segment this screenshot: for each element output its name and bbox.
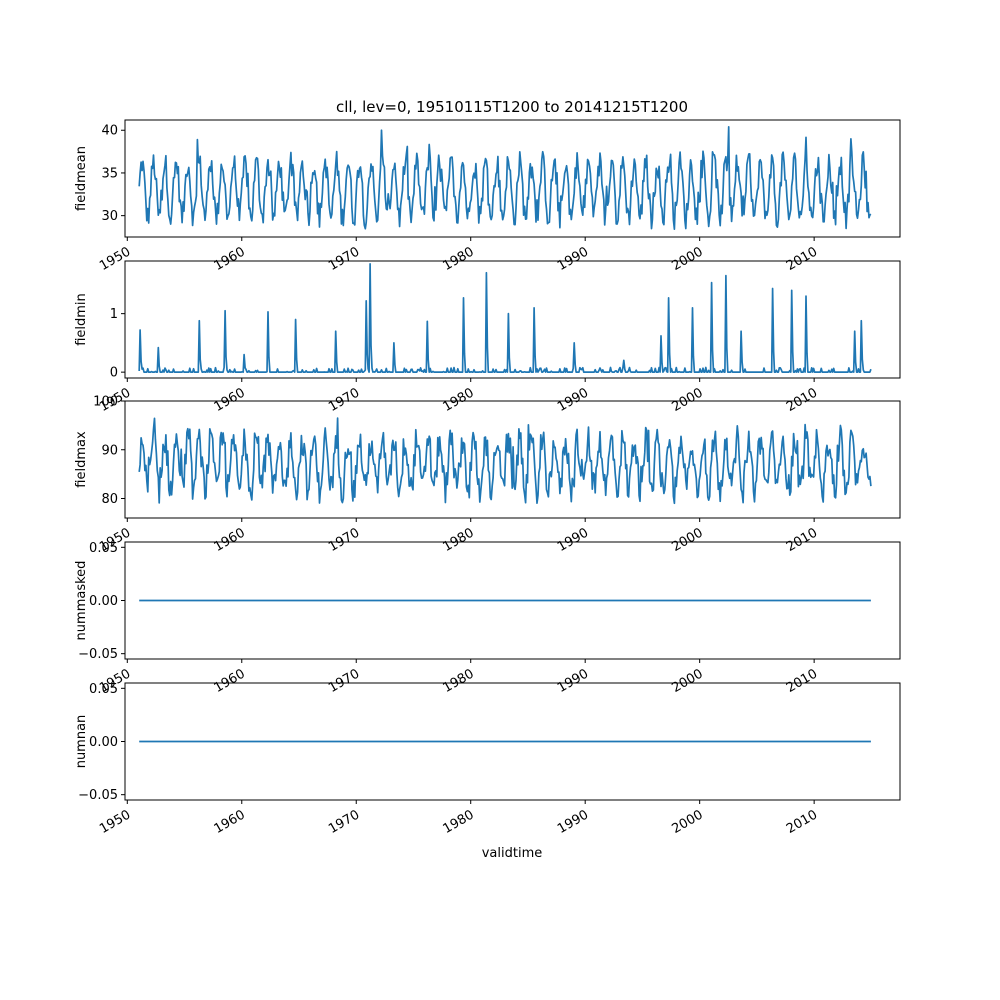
x-tick-label: 1990 <box>555 244 591 274</box>
x-tick-label: 1980 <box>441 666 477 696</box>
y-tick-label: −0.05 <box>78 647 118 662</box>
x-tick-label: 2010 <box>784 385 820 415</box>
x-tick-label: 1980 <box>441 525 477 555</box>
x-tick-label: 1960 <box>212 385 248 415</box>
y-tick-label: 80 <box>101 492 118 507</box>
y-axis-label: fieldmin <box>74 293 89 346</box>
series-line-fieldmean <box>138 125 872 230</box>
x-tick-label: 1980 <box>441 244 477 274</box>
y-tick-label: 0 <box>110 366 118 381</box>
y-axis-label: fieldmax <box>74 431 89 488</box>
x-tick-label: 1970 <box>326 807 362 837</box>
y-tick-label: 0.00 <box>89 735 118 750</box>
y-tick-label: 90 <box>101 443 118 458</box>
y-axis-label: numnan <box>74 715 89 769</box>
x-tick-label: 1990 <box>555 385 591 415</box>
x-tick-label: 1960 <box>212 244 248 274</box>
axes-frame <box>124 260 901 379</box>
x-tick-label: 1950 <box>97 244 133 274</box>
y-tick-label: 30 <box>101 209 118 224</box>
y-tick-label: 35 <box>101 166 118 181</box>
x-tick-label: 1970 <box>326 244 362 274</box>
y-tick-label: −0.05 <box>78 788 118 803</box>
y-tick-label: 0.05 <box>89 682 118 697</box>
series-line-fieldmax <box>138 417 872 505</box>
axes-frame <box>124 119 901 238</box>
x-tick-label: 2010 <box>784 807 820 837</box>
x-tick-label: 2000 <box>670 666 706 696</box>
y-tick-label: 100 <box>93 395 118 410</box>
axes-frame <box>124 400 901 519</box>
x-tick-label: 2000 <box>670 807 706 837</box>
x-tick-label: 1960 <box>212 666 248 696</box>
subplots: 30 35 40 fieldmean 1950 1960 1970 1980 1990 2000 2… <box>74 119 901 837</box>
y-tick-label: 1 <box>110 307 118 322</box>
y-tick-label: 0.00 <box>89 594 118 609</box>
x-tick-label: 1970 <box>326 525 362 555</box>
x-tick-label: 2010 <box>784 666 820 696</box>
x-tick-label: 1960 <box>212 525 248 555</box>
x-tick-label: 2010 <box>784 525 820 555</box>
x-tick-label: 1990 <box>555 525 591 555</box>
x-tick-label: 1960 <box>212 807 248 837</box>
y-axis-label: fieldmean <box>74 146 89 211</box>
x-tick-label: 1990 <box>555 666 591 696</box>
x-tick-label: 1990 <box>555 807 591 837</box>
figure-title: cll, lev=0, 19510115T1200 to 20141215T12… <box>336 98 688 116</box>
y-tick-label: 0.05 <box>89 541 118 556</box>
y-tick-label: 40 <box>101 124 118 139</box>
x-tick-label: 1970 <box>326 385 362 415</box>
subplot-fieldmean: 30 35 40 fieldmean 1950 1960 1970 1980 1990 2000 2… <box>74 119 901 274</box>
x-tick-label: 2010 <box>784 244 820 274</box>
x-axis-label: validtime <box>482 846 543 861</box>
series-line-fieldmin <box>138 263 872 373</box>
x-tick-label: 1980 <box>441 807 477 837</box>
x-tick-label: 1980 <box>441 385 477 415</box>
x-tick-label: 2000 <box>670 244 706 274</box>
subplot-numnan: −0.05 0.00 0.05 numnan 1950 1960 1970 1980 1990 2… <box>74 682 901 837</box>
x-tick-label: 2000 <box>670 385 706 415</box>
x-tick-label: 1970 <box>326 666 362 696</box>
x-tick-label: 1950 <box>97 807 133 837</box>
x-tick-label: 2000 <box>670 525 706 555</box>
y-axis-label: nummasked <box>74 561 89 641</box>
